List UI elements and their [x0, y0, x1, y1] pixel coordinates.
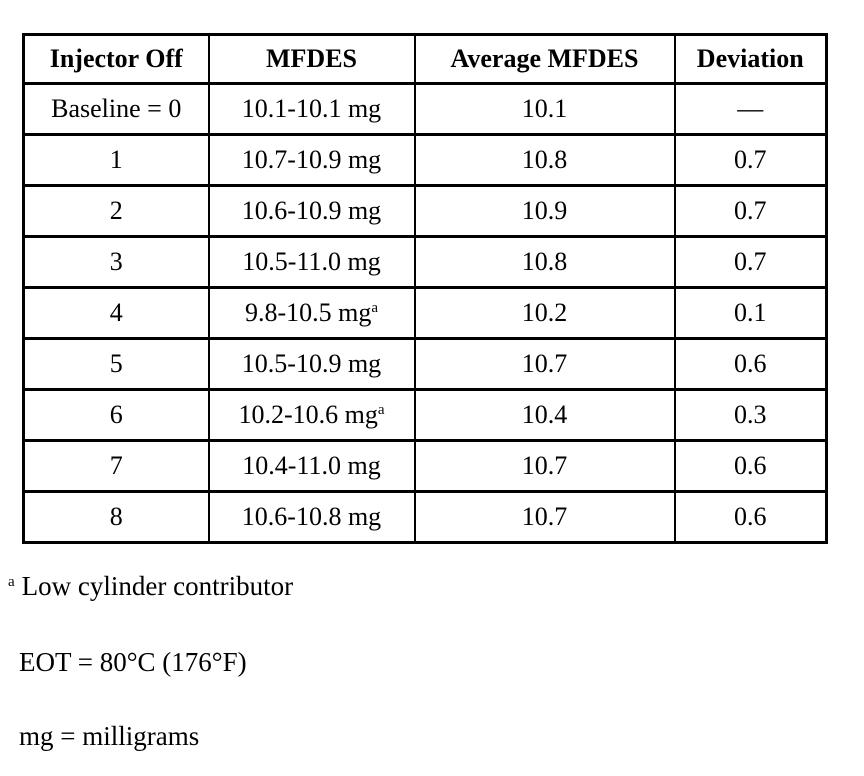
mfdes-cell: 10.6-10.8 mg: [207, 490, 416, 544]
table-row: 2 10.6-10.9 mg 10.9 0.7: [22, 184, 828, 238]
deviation-cell: —: [673, 82, 828, 136]
header-average-mfdes: Average MFDES: [413, 33, 676, 85]
mfdes-cell: 9.8-10.5 mga: [207, 286, 416, 340]
footnote-eot: EOT = 80°C (176°F): [19, 647, 247, 677]
average-mfdes-cell: 10.7: [413, 337, 676, 391]
table-row: 5 10.5-10.9 mg 10.7 0.6: [22, 337, 828, 391]
injector-off-cell: 3: [22, 235, 210, 289]
deviation-cell: 0.6: [673, 337, 828, 391]
mfdes-cell: 10.6-10.9 mg: [207, 184, 416, 238]
mfdes-cell: 10.4-11.0 mg: [207, 439, 416, 493]
average-mfdes-cell: 10.7: [413, 490, 676, 544]
footnote-mg: mg = milligrams: [19, 721, 200, 751]
table-row: Baseline = 0 10.1-10.1 mg 10.1 —: [22, 82, 828, 136]
mfdes-value: 10.6-10.9 mg: [241, 195, 382, 225]
mfdes-cell: 10.5-11.0 mg: [207, 235, 416, 289]
mfdes-value: 10.5-11.0 mg: [242, 246, 381, 276]
injector-off-cell: 8: [22, 490, 210, 544]
footnote-marker: a: [8, 574, 15, 590]
footnote-marker: a: [377, 401, 385, 418]
mfdes-cell: 10.7-10.9 mg: [207, 133, 416, 187]
injector-off-cell: 1: [22, 133, 210, 187]
injector-mfdes-table: Injector Off MFDES Average MFDES Deviati…: [22, 33, 828, 544]
mfdes-value: 9.8-10.5 mg: [244, 297, 372, 327]
injector-off-cell: 7: [22, 439, 210, 493]
table-body: Baseline = 0 10.1-10.1 mg 10.1 — 1 10.7-…: [22, 82, 828, 544]
mfdes-value: 10.4-11.0 mg: [242, 450, 381, 480]
table-row: 3 10.5-11.0 mg 10.8 0.7: [22, 235, 828, 289]
average-mfdes-cell: 10.8: [413, 133, 676, 187]
deviation-cell: 0.7: [673, 235, 828, 289]
deviation-cell: 0.7: [673, 133, 828, 187]
mfdes-cell: 10.5-10.9 mg: [207, 337, 416, 391]
mfdes-value: 10.6-10.8 mg: [241, 501, 382, 531]
footnote-low-cylinder: a Low cylinder contributor: [8, 571, 294, 602]
mfdes-cell: 10.2-10.6 mga: [207, 388, 416, 442]
injector-off-cell: 2: [22, 184, 210, 238]
average-mfdes-cell: 10.4: [413, 388, 676, 442]
table-header-row: Injector Off MFDES Average MFDES Deviati…: [22, 33, 828, 85]
deviation-cell: 0.7: [673, 184, 828, 238]
average-mfdes-cell: 10.7: [413, 439, 676, 493]
table-row: 7 10.4-11.0 mg 10.7 0.6: [22, 439, 828, 493]
deviation-cell: 0.6: [673, 490, 828, 544]
deviation-cell: 0.1: [673, 286, 828, 340]
deviation-cell: 0.6: [673, 439, 828, 493]
deviation-cell: 0.3: [673, 388, 828, 442]
header-mfdes: MFDES: [207, 33, 416, 85]
average-mfdes-cell: 10.1: [413, 82, 676, 136]
footnote-marker: a: [371, 299, 379, 316]
table-row: 8 10.6-10.8 mg 10.7 0.6: [22, 490, 828, 544]
average-mfdes-cell: 10.9: [413, 184, 676, 238]
injector-off-cell: 6: [22, 388, 210, 442]
footnote-low-cylinder-text: Low cylinder contributor: [21, 571, 294, 601]
mfdes-value: 10.7-10.9 mg: [241, 144, 382, 174]
injector-off-cell: 5: [22, 337, 210, 391]
average-mfdes-cell: 10.2: [413, 286, 676, 340]
mfdes-cell: 10.1-10.1 mg: [207, 82, 416, 136]
mfdes-value: 10.1-10.1 mg: [241, 93, 382, 123]
table-row: 1 10.7-10.9 mg 10.8 0.7: [22, 133, 828, 187]
mfdes-value: 10.5-10.9 mg: [241, 348, 382, 378]
header-deviation: Deviation: [673, 33, 828, 85]
table-row: 4 9.8-10.5 mga 10.2 0.1: [22, 286, 828, 340]
average-mfdes-cell: 10.8: [413, 235, 676, 289]
injector-off-cell: 4: [22, 286, 210, 340]
mfdes-value: 10.2-10.6 mg: [238, 399, 378, 429]
table-row: 6 10.2-10.6 mga 10.4 0.3: [22, 388, 828, 442]
header-injector-off: Injector Off: [22, 33, 210, 85]
injector-off-cell: Baseline = 0: [22, 82, 210, 136]
